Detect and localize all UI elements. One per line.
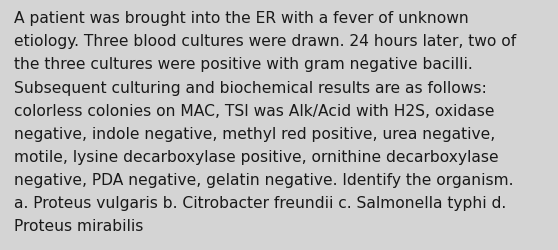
Text: negative, indole negative, methyl red positive, urea negative,: negative, indole negative, methyl red po…	[14, 126, 495, 141]
Text: etiology. Three blood cultures were drawn. 24 hours later, two of: etiology. Three blood cultures were draw…	[14, 34, 516, 49]
Text: colorless colonies on MAC, TSI was Alk/Acid with H2S, oxidase: colorless colonies on MAC, TSI was Alk/A…	[14, 103, 494, 118]
Text: negative, PDA negative, gelatin negative. Identify the organism.: negative, PDA negative, gelatin negative…	[14, 172, 513, 187]
Text: A patient was brought into the ER with a fever of unknown: A patient was brought into the ER with a…	[14, 11, 469, 26]
Text: motile, lysine decarboxylase positive, ornithine decarboxylase: motile, lysine decarboxylase positive, o…	[14, 149, 499, 164]
Text: a. Proteus vulgaris b. Citrobacter freundii c. Salmonella typhi d.: a. Proteus vulgaris b. Citrobacter freun…	[14, 195, 506, 210]
Text: Proteus mirabilis: Proteus mirabilis	[14, 218, 143, 233]
Text: Subsequent culturing and biochemical results are as follows:: Subsequent culturing and biochemical res…	[14, 80, 487, 95]
Text: the three cultures were positive with gram negative bacilli.: the three cultures were positive with gr…	[14, 57, 473, 72]
